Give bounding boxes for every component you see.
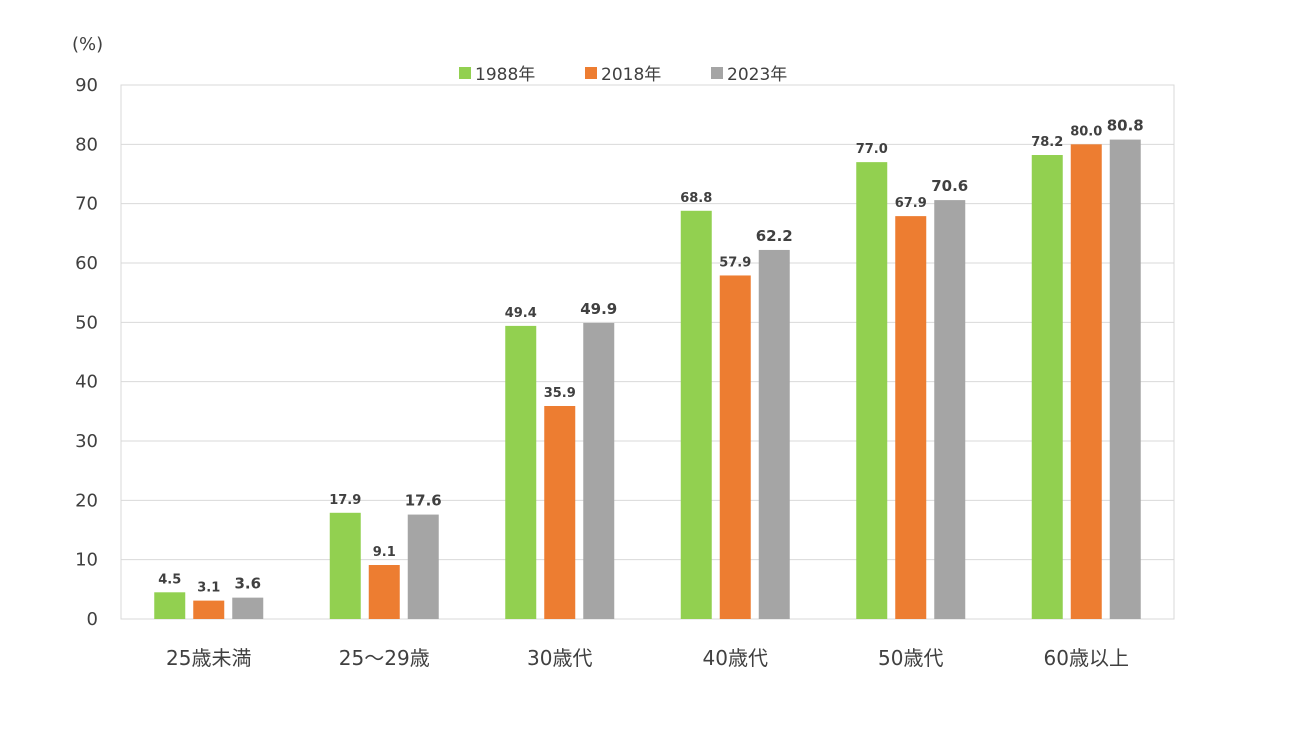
data-label: 49.4 <box>505 306 537 321</box>
x-category-label: 25～29歳 <box>339 646 430 670</box>
y-tick-label: 20 <box>75 490 98 511</box>
legend-swatch <box>711 67 723 79</box>
y-tick-label: 10 <box>75 550 98 571</box>
bar <box>1109 139 1141 619</box>
x-category-label: 60歳以上 <box>1044 646 1129 670</box>
data-label: 80.8 <box>1107 117 1144 135</box>
data-label: 80.0 <box>1070 124 1102 139</box>
data-label: 68.8 <box>680 191 712 206</box>
bar <box>895 216 927 620</box>
bar <box>329 512 361 619</box>
x-category-label: 30歳代 <box>527 646 592 670</box>
data-label: 70.6 <box>931 177 968 195</box>
x-category-label: 25歳未満 <box>166 646 251 670</box>
data-label: 49.9 <box>580 300 617 318</box>
gridlines <box>121 84 1174 620</box>
bar <box>758 249 790 620</box>
y-tick-label: 0 <box>87 609 98 630</box>
bar <box>719 275 751 619</box>
data-label: 4.5 <box>158 572 181 587</box>
bar <box>934 200 966 619</box>
legend-label: 1988年 <box>475 65 535 85</box>
bar <box>1031 155 1063 619</box>
data-label: 57.9 <box>719 255 751 270</box>
legend-swatch <box>585 67 597 79</box>
legend: 1988年 2018年 2023年 <box>459 65 787 85</box>
data-label: 3.6 <box>234 575 261 593</box>
data-label: 3.1 <box>197 581 220 596</box>
bar <box>544 405 576 619</box>
bars <box>154 139 1141 620</box>
x-category-label: 50歳代 <box>878 646 943 670</box>
bar <box>368 565 400 619</box>
y-axis-unit-label: (%) <box>72 34 103 55</box>
plot-area-border <box>120 84 1175 620</box>
y-tick-label: 90 <box>75 75 98 96</box>
y-tick-label: 50 <box>75 312 98 333</box>
data-label: 67.9 <box>895 196 927 211</box>
y-tick-label: 30 <box>75 431 98 452</box>
y-tick-label: 70 <box>75 194 98 215</box>
bar <box>1070 144 1102 620</box>
legend-swatch <box>459 67 471 79</box>
bar <box>856 162 888 619</box>
bar <box>680 210 712 619</box>
y-tick-label: 80 <box>75 134 98 155</box>
y-tick-label: 60 <box>75 253 98 274</box>
data-label: 77.0 <box>856 142 888 157</box>
bar <box>232 597 264 619</box>
data-label: 17.6 <box>405 492 442 510</box>
legend-label: 2023年 <box>727 65 787 85</box>
y-tick-label: 40 <box>75 372 98 393</box>
x-category-label: 40歳代 <box>703 646 768 670</box>
axes: 0 10 20 30 40 50 60 70 80 90 25歳未満 25～29歳 30歳代 40歳代 50… <box>75 75 1175 670</box>
bar <box>193 600 225 619</box>
bar <box>154 592 186 619</box>
data-label: 78.2 <box>1031 135 1063 150</box>
data-label: 35.9 <box>544 386 576 401</box>
data-label: 17.9 <box>329 493 361 508</box>
bar <box>407 514 439 619</box>
bar <box>583 322 615 619</box>
legend-label: 2018年 <box>601 65 661 85</box>
bar <box>505 325 537 619</box>
data-label: 9.1 <box>373 545 396 560</box>
data-labels: 4.5 3.1 3.6 17.9 9.1 17.6 49.4 35.9 49.9 68.8 57.9… <box>158 117 1144 596</box>
data-label: 62.2 <box>756 227 793 245</box>
